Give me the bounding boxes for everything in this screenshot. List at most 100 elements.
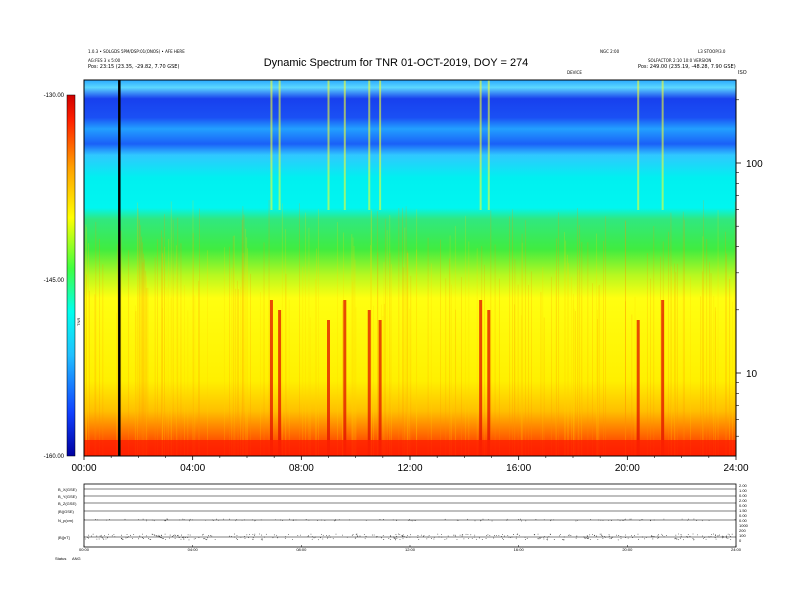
bottom-row-label: B_Z(GSE) [58,501,77,506]
trace-point [365,520,367,521]
trace-point [461,535,463,537]
trace-point [575,520,577,522]
trace-point [465,533,467,535]
trace-point [600,533,602,535]
trace-point [608,520,610,521]
trace-point [441,534,442,535]
trace-point [397,533,399,535]
y-corner-label: ISO [738,70,747,76]
trace-point [498,535,500,537]
header-right-line-1: SOLFACTOR 2:10 10:0 VERSION [648,58,712,63]
trace-point [154,534,156,536]
trace-point [604,536,606,538]
trace-point [433,536,435,538]
trace-point [205,519,207,521]
bottom-x-tick-label: 20:00 [622,547,633,552]
trace-point [642,536,643,538]
trace-point [183,538,185,540]
trace-point [693,518,695,520]
trace-point [297,534,299,536]
trace-point [547,539,548,541]
trace-point [730,539,732,541]
trace-point [708,536,710,538]
trace-point [355,534,357,536]
trace-point [701,535,703,537]
trace-point [446,538,448,540]
trace-point [491,520,493,522]
trace-point [120,534,122,536]
trace-point [629,518,631,520]
trace-point [456,519,458,521]
trace-point [553,519,555,521]
trace-point [165,519,166,521]
trace-point [193,538,195,540]
trace-point [568,534,570,536]
trace-point [359,535,361,537]
trace-point [520,518,521,520]
trace-point [183,536,185,538]
burst-upper-mark [661,80,664,210]
trace-point [494,535,495,536]
trace-point [550,520,552,522]
trace-point [121,538,123,540]
trace-point [355,536,357,538]
trace-point [399,538,401,540]
trace-point [562,539,564,541]
trace-point [307,535,309,537]
trace-point [165,520,166,522]
trace-point [428,535,430,536]
trace-point [485,538,487,539]
trace-point [537,533,539,535]
trace-point [273,534,275,536]
trace-point [376,535,378,537]
trace-point [365,535,367,537]
trace-point [513,534,514,535]
trace-point [166,518,168,520]
trace-point [351,534,353,536]
trace-point [650,535,652,537]
trace-point [88,537,89,539]
trace-point [235,538,237,540]
trace-point [259,533,260,535]
trace-point [327,536,329,538]
trace-point [139,535,141,537]
trace-point [164,539,166,540]
trace-point [502,534,503,536]
trace-point [217,520,219,521]
trace-point [234,536,236,538]
trace-point [155,535,157,537]
trace-point [158,534,160,536]
trace-point [637,533,639,535]
trace-point [587,536,588,537]
trace-point [701,520,703,522]
trace-point [721,535,723,537]
trace-point [535,519,537,520]
trace-point [476,538,477,540]
trace-point [697,534,698,536]
trace-point [177,535,178,536]
trace-point [277,537,279,539]
trace-point [500,535,502,537]
trace-point [653,536,655,537]
trace-point [409,534,411,536]
trace-point [99,535,101,537]
trace-point [454,534,456,536]
trace-point [487,519,489,520]
trace-point [182,518,184,520]
trace-point [285,536,287,538]
trace-point [160,537,161,538]
trace-point [111,535,113,537]
bottom-right-tick: 0 [739,538,742,543]
trace-point [254,533,256,535]
trace-point [409,519,410,521]
trace-point [601,535,603,537]
trace-point [543,538,545,540]
trace-point [550,519,552,521]
trace-point [608,535,610,537]
burst-upper-mark [327,80,330,210]
trace-point [109,519,110,520]
trace-point [396,519,397,521]
trace-point [92,533,94,535]
trace-point [396,535,398,537]
trace-point [526,537,528,539]
